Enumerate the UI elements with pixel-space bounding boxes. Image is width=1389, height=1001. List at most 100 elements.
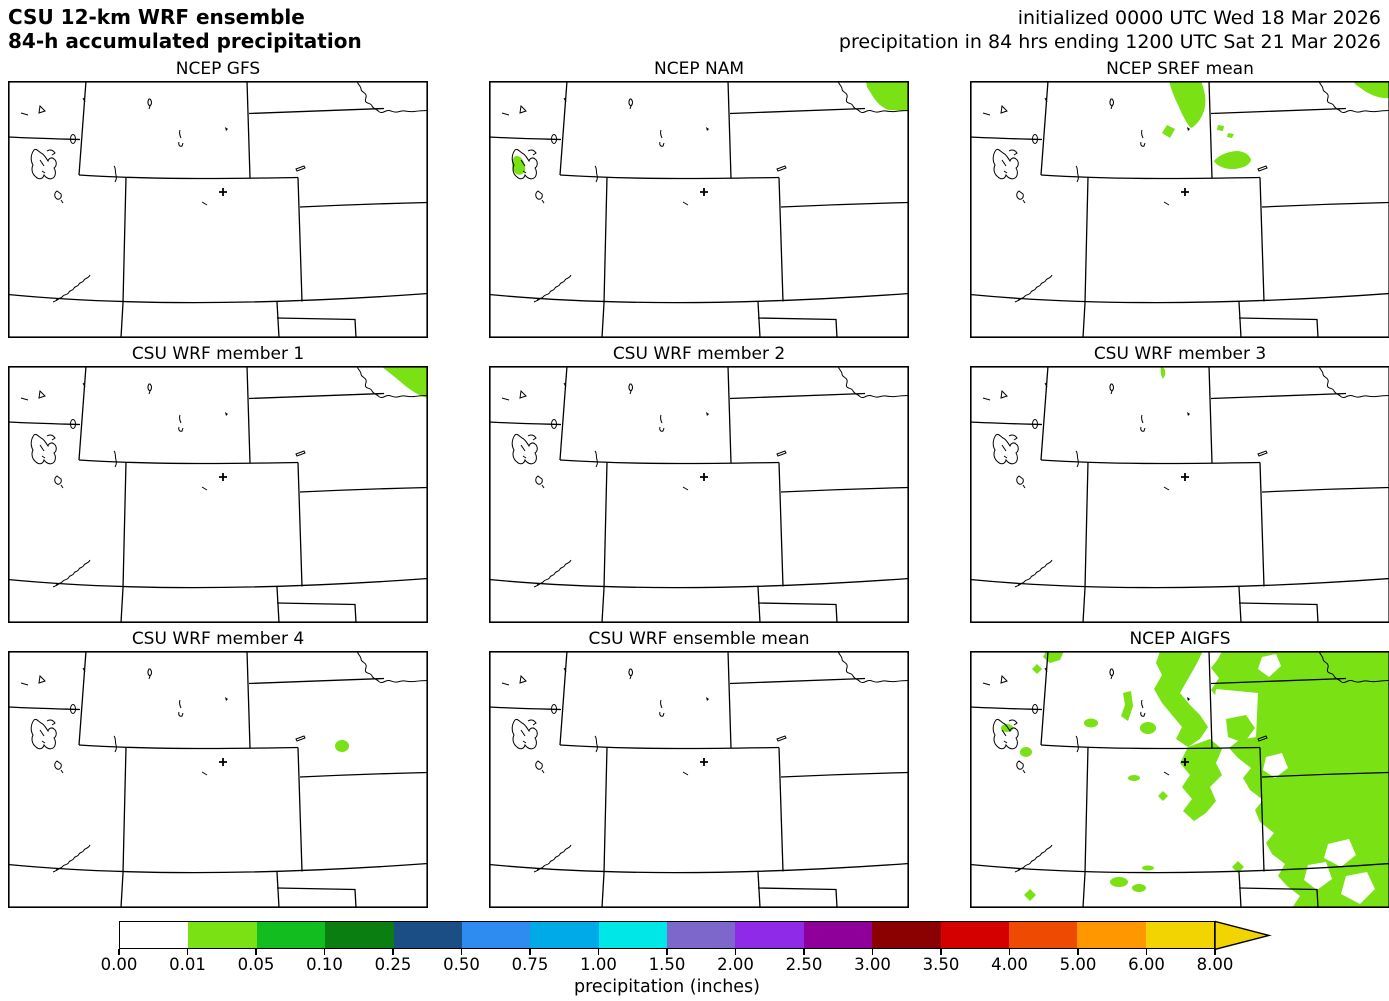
colorbar-tick [803,949,805,955]
colorbar-tick-label: 5.00 [1059,955,1097,974]
precip-area [1142,865,1154,871]
panel-title: CSU WRF member 4 [131,629,305,649]
colorbar-tick-label: 2.50 [785,955,823,974]
forecast-panel: NCEP NAM [489,57,909,338]
panel-map [8,651,428,908]
precip-area [1180,739,1222,821]
panel-map [489,651,909,908]
colorbar-tick [597,949,600,955]
colorbar-segment [325,922,394,948]
colorbar-tick [666,949,668,955]
precip-area [866,81,909,111]
colorbar-segment [1145,922,1214,948]
panel-title: CSU WRF member 2 [612,344,786,364]
colorbar-tick-label: 8.00 [1196,955,1234,974]
precip-area [1227,133,1234,138]
colorbar-tick-label: 0.05 [237,955,275,974]
panel-map [970,81,1389,338]
precip-hole [1258,654,1281,677]
precip-area [1024,889,1036,901]
colorbar-tick [392,949,394,955]
colorbar-segment [735,922,804,948]
forecast-panel: NCEP GFS [8,57,428,338]
precip-area [1132,884,1146,892]
precip-area [1353,81,1389,99]
precip-area [381,366,428,398]
precip-area [1226,715,1255,743]
colorbar-tick [1077,949,1079,955]
forecast-panel: CSU WRF member 4 [8,627,428,908]
forecast-panel: CSU WRF ensemble mean [489,627,909,908]
precip-hole [1324,839,1356,867]
panel-map [970,366,1389,623]
panel-title: CSU WRF member 3 [1093,344,1267,364]
precip-area [1154,651,1208,747]
panel-title: CSU WRF member 1 [131,344,305,364]
panel-title: CSU WRF ensemble mean [588,629,810,649]
colorbar-tick [1214,949,1216,955]
colorbar-tick-label: 1.50 [648,955,686,974]
panel-map [8,81,428,338]
forecast-panel: CSU WRF member 3 [970,342,1389,623]
precip-area [1214,151,1251,169]
colorbar-tick [871,949,874,955]
colorbar-tick-label: 0.75 [511,955,549,974]
colorbar-tick-label: 1.00 [580,955,617,974]
colorbar-tick-label: 4.00 [991,955,1028,974]
colorbar-segment [1077,922,1146,948]
colorbar-tick-label: 6.00 [1128,955,1165,974]
precip-hole [1263,753,1288,778]
panel-map [489,366,909,623]
precip-area [1162,125,1175,138]
colorbar-tick [940,949,942,955]
panel-map [489,81,909,338]
colorbar-tick-label: 3.00 [854,955,891,974]
figure-title: CSU 12-km WRF ensemble 84-h accumulated … [8,5,362,54]
colorbar-tick [186,949,189,955]
colorbar-segment [598,922,667,948]
precip-area [335,740,349,752]
precip-area [1110,877,1128,887]
colorbar-tick [1008,949,1011,955]
colorbar-tick-label: 0.00 [100,955,138,974]
colorbar-tick [255,949,257,955]
colorbar-segment [530,922,599,948]
colorbar-segment [461,922,531,948]
forecast-panel: NCEP AIGFS [970,627,1389,908]
colorbar-segment [803,922,873,948]
panel-map [8,366,428,623]
colorbar-caption: precipitation (inches) [573,977,760,997]
init-info-line2: precipitation in 84 hrs ending 1200 UTC … [838,30,1381,53]
init-info-line1: initialized 0000 UTC Wed 18 Mar 2026 [1017,7,1381,29]
forecast-panel: NCEP SREF mean [970,57,1389,338]
colorbar-tick [323,949,326,955]
panel-grid: NCEP GFS NCEP NAM NCEP SREF mean CSU WRF… [8,57,1389,908]
colorbar-segment [1008,922,1078,948]
figure-title-line2: 84-h accumulated precipitation [8,29,362,54]
colorbar [119,921,1215,949]
colorbar-segment [940,922,1009,948]
panel-title: NCEP SREF mean [1106,59,1254,79]
colorbar-segment [667,922,736,948]
colorbar-tick-label: 2.00 [717,955,754,974]
precip-area [1128,775,1140,781]
precip-area [1032,664,1042,674]
panel-title: NCEP NAM [654,59,744,79]
figure-title-line1: CSU 12-km WRF ensemble [8,5,305,29]
colorbar-tick [1145,949,1148,955]
colorbar-segment [120,922,189,948]
forecast-panel: CSU WRF member 1 [8,342,428,623]
precip-area [1169,81,1206,128]
colorbar-tick-label: 0.50 [443,955,480,974]
colorbar-arrow [1215,920,1272,950]
colorbar-segment [872,922,941,948]
precip-hole [1341,872,1375,904]
colorbar-tick [460,949,463,955]
colorbar-tick [529,949,531,955]
forecast-panel: CSU WRF member 2 [489,342,909,623]
colorbar-tick [734,949,737,955]
colorbar-segment [393,922,462,948]
precip-area [1217,125,1224,131]
colorbar-tick-label: 0.25 [374,955,412,974]
